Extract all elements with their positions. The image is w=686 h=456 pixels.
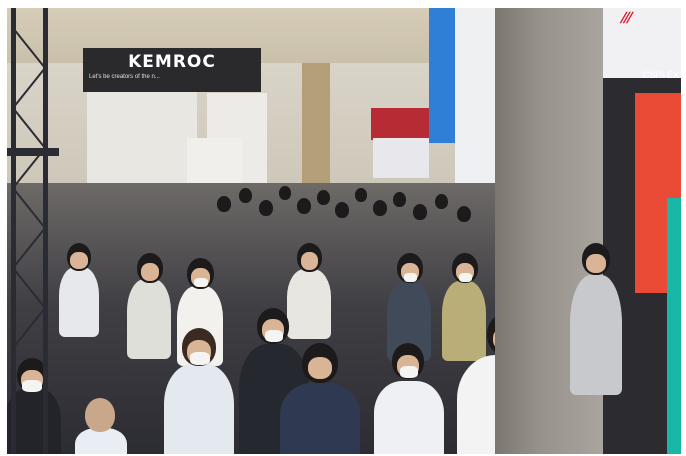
stage-truss bbox=[7, 8, 59, 454]
cspi-booth-sign: CSPI-EX bbox=[643, 70, 680, 80]
brick-pillar bbox=[302, 63, 330, 193]
right-booth-header bbox=[603, 8, 681, 78]
kemroc-sign-title: KEMROC bbox=[128, 52, 216, 72]
kemroc-sign-tagline: Let's be creators of the n... bbox=[89, 74, 160, 80]
distant-crowd bbox=[207, 178, 507, 258]
white-booth-panel bbox=[455, 8, 500, 208]
teal-booth-edge bbox=[667, 198, 681, 454]
distant-red-booth-sign bbox=[371, 108, 429, 140]
kemroc-booth-sign: KEMROC Let's be creators of the n... bbox=[83, 48, 261, 92]
trade-show-crowd-photo: KEMROC Let's be creators of the n... bbox=[7, 8, 681, 454]
blue-booth-panel bbox=[429, 8, 455, 143]
distant-white-booth bbox=[373, 138, 429, 178]
